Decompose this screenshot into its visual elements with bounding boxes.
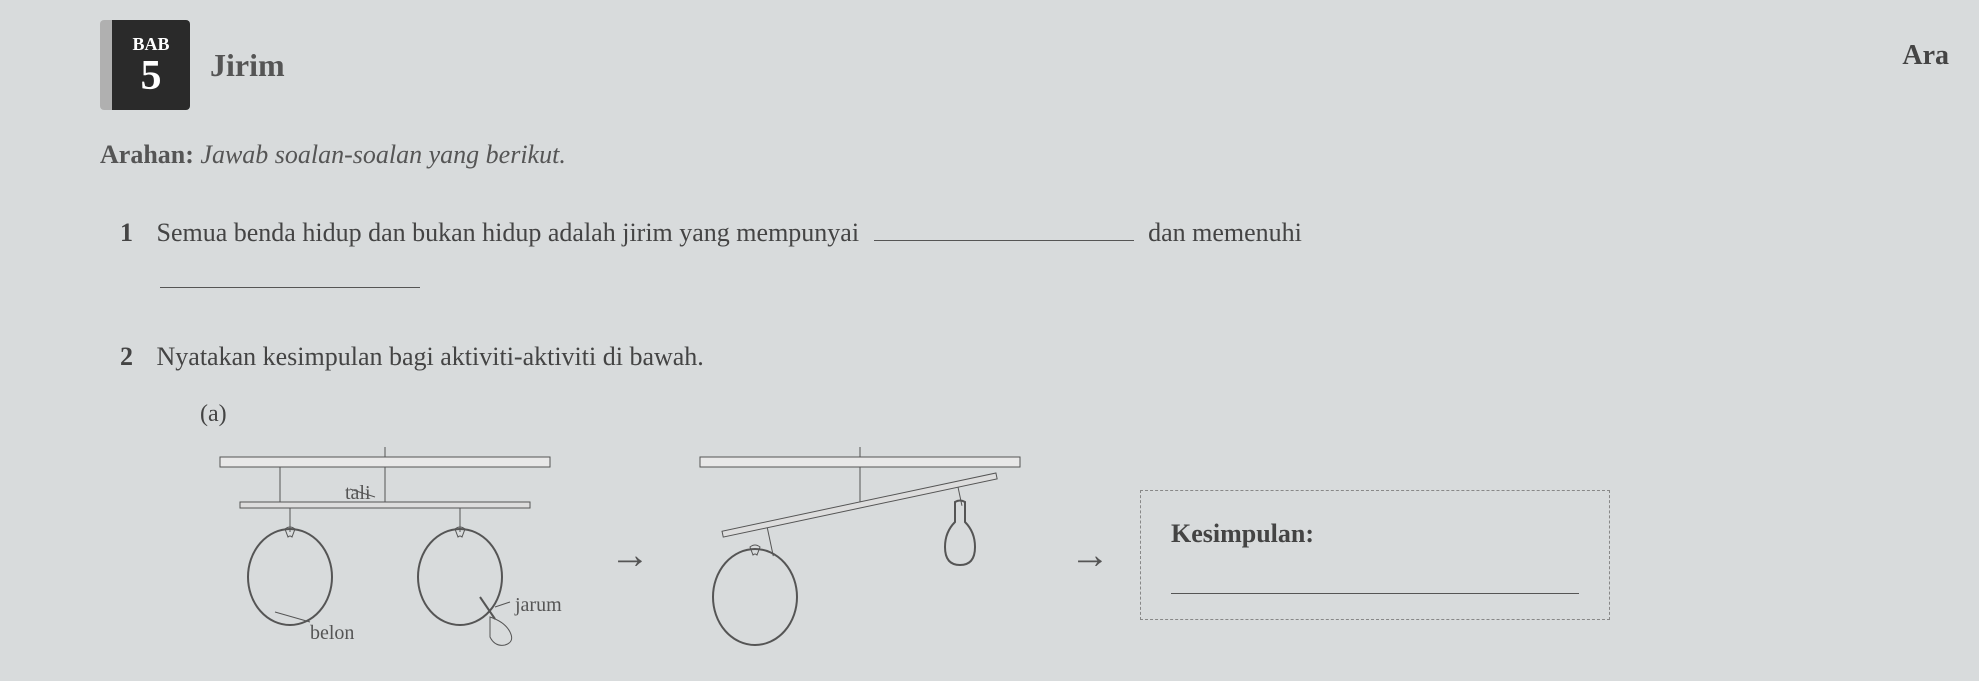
question-1-blank-2[interactable] bbox=[160, 268, 420, 288]
diagram-before: tali belon jarum bbox=[200, 447, 580, 663]
question-2a: (a) bbox=[200, 390, 1899, 663]
conclusion-box: Kesimpulan: bbox=[1140, 490, 1610, 620]
label-tali: tali bbox=[345, 475, 371, 511]
conclusion-label: Kesimpulan: bbox=[1171, 511, 1579, 558]
diagram-after-svg bbox=[680, 447, 1040, 647]
chapter-header: BAB 5 Jirim bbox=[100, 20, 1899, 110]
question-1-number: 1 bbox=[120, 210, 150, 257]
question-2-text: Nyatakan kesimpulan bagi aktiviti-aktivi… bbox=[157, 342, 704, 371]
conclusion-blank[interactable] bbox=[1171, 570, 1579, 594]
instruction-text: Jawab soalan-soalan yang berikut. bbox=[200, 140, 565, 169]
question-2: 2 Nyatakan kesimpulan bagi aktiviti-akti… bbox=[120, 334, 1899, 663]
chapter-title: Jirim bbox=[210, 47, 285, 84]
arrow-2-icon: → bbox=[1070, 519, 1110, 591]
arrow-1-icon: → bbox=[610, 519, 650, 591]
instruction-label: Arahan: bbox=[100, 140, 194, 169]
diagram-after bbox=[680, 447, 1040, 663]
question-1-text-before: Semua benda hidup dan bukan hidup adalah… bbox=[157, 218, 860, 247]
instruction-row: Arahan: Jawab soalan-soalan yang berikut… bbox=[100, 140, 1899, 170]
question-2-number: 2 bbox=[120, 334, 150, 381]
question-1: 1 Semua benda hidup dan bukan hidup adal… bbox=[120, 210, 1899, 304]
chapter-label: BAB bbox=[132, 34, 169, 55]
question-1-text-after: dan memenuhi bbox=[1148, 218, 1302, 247]
page-corner-text: Ara bbox=[1902, 40, 1949, 72]
question-1-blank-1[interactable] bbox=[874, 221, 1134, 241]
label-jarum: jarum bbox=[515, 587, 562, 623]
label-belon: belon bbox=[310, 615, 354, 651]
chapter-box: BAB 5 bbox=[100, 20, 190, 110]
activity-row: tali belon jarum → bbox=[200, 447, 1899, 663]
question-2a-label: (a) bbox=[200, 401, 227, 427]
chapter-number: 5 bbox=[141, 55, 162, 97]
